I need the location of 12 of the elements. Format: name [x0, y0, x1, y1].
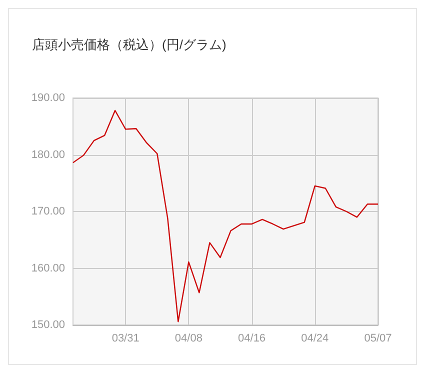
line-series: [72, 110, 379, 322]
x-tick-label: 04/08: [174, 332, 202, 344]
x-tick-label: 05/07: [364, 332, 392, 344]
y-tick-label: 160.00: [31, 262, 65, 274]
y-tick-label: 150.00: [31, 319, 65, 331]
x-tick-label: 04/24: [301, 332, 329, 344]
x-tick-label: 03/31: [112, 332, 140, 344]
y-tick-label: 180.00: [31, 148, 65, 161]
x-tick-label: 04/16: [238, 332, 266, 344]
chart-title: 店頭小売価格（税込）(円/グラム): [32, 37, 226, 52]
y-tick-label: 170.00: [31, 206, 65, 218]
y-tick-label: 190.00: [31, 92, 65, 104]
